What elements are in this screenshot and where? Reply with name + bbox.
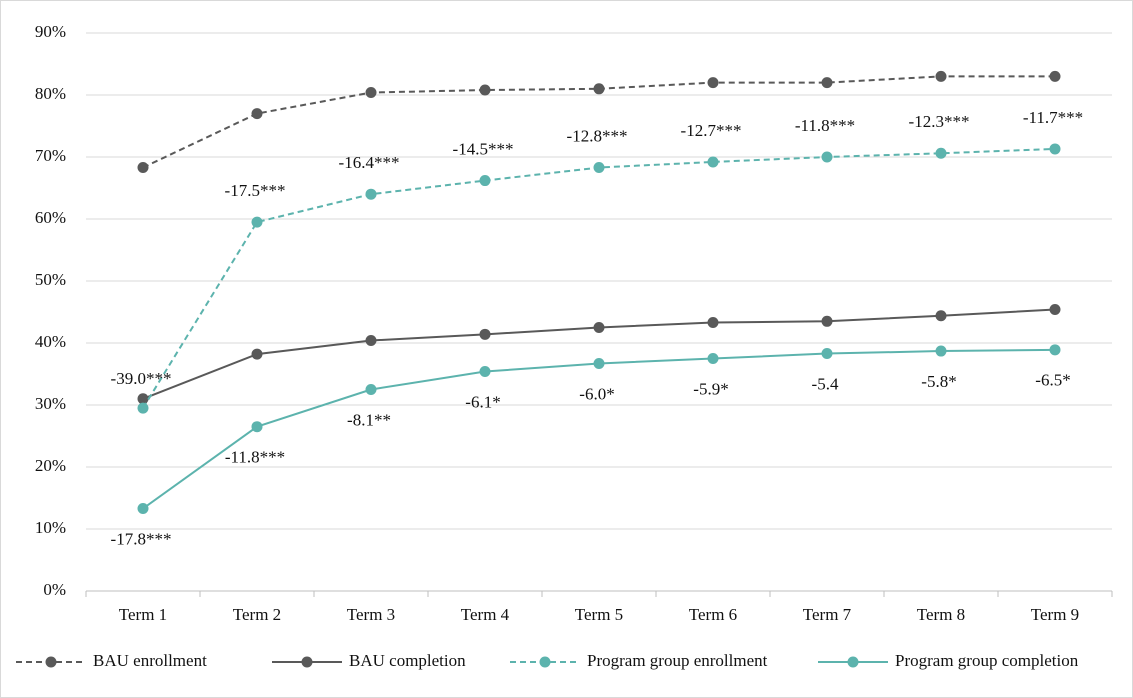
x-tick-label: Term 5 <box>575 605 623 624</box>
x-tick-label: Term 4 <box>461 605 510 624</box>
point <box>137 503 149 515</box>
annotation: -5.9* <box>693 379 728 398</box>
point <box>479 84 491 96</box>
y-tick-label: 40% <box>35 332 66 351</box>
point <box>821 348 833 360</box>
annotation: -14.5*** <box>453 139 514 158</box>
point <box>1049 304 1061 316</box>
annotation: -6.0* <box>579 384 614 403</box>
y-tick-label: 80% <box>35 84 66 103</box>
x-tick-label: Term 3 <box>347 605 395 624</box>
x-tick-label: Term 9 <box>1031 605 1079 624</box>
point <box>593 322 605 333</box>
annotation: -16.4*** <box>339 153 400 172</box>
point <box>137 162 149 174</box>
annotation: -11.8*** <box>225 448 285 467</box>
point <box>707 156 719 168</box>
annotation: -5.8* <box>921 372 956 391</box>
annotation: -6.1* <box>465 392 500 411</box>
point <box>707 317 719 329</box>
legend-marker <box>45 656 57 668</box>
legend-marker <box>847 656 859 668</box>
point <box>479 328 491 340</box>
point <box>593 357 605 369</box>
point <box>821 315 833 327</box>
y-tick-label: 20% <box>35 456 66 475</box>
point <box>365 188 377 200</box>
annotation: -12.3*** <box>909 112 970 131</box>
annotation: -6.5* <box>1035 371 1070 390</box>
y-tick-label: 90% <box>35 22 66 41</box>
point <box>707 77 719 89</box>
point <box>251 421 263 433</box>
point <box>935 70 947 82</box>
y-tick-label: 50% <box>35 270 66 289</box>
legend-label: Program group completion <box>895 651 1079 670</box>
point <box>251 108 263 120</box>
annotation: -17.5*** <box>225 181 286 200</box>
point <box>137 393 149 405</box>
point <box>1049 344 1061 356</box>
point <box>593 83 605 95</box>
annotation: -12.7*** <box>681 121 742 140</box>
point <box>479 175 491 187</box>
point <box>935 345 947 357</box>
annotation: -17.8*** <box>111 529 172 548</box>
point <box>1049 70 1061 82</box>
point <box>365 335 377 347</box>
point <box>479 366 491 378</box>
legend-marker <box>539 656 551 668</box>
annotation: -39.0*** <box>111 369 172 388</box>
point <box>935 147 947 159</box>
annotation: -5.4 <box>812 374 839 393</box>
x-tick-label: Term 8 <box>917 605 965 624</box>
legend-marker <box>301 656 313 668</box>
legend-label: Program group enrollment <box>587 651 768 670</box>
x-tick-label: Term 1 <box>119 605 167 624</box>
x-tick-label: Term 7 <box>803 605 852 624</box>
point <box>593 162 605 174</box>
point <box>137 402 149 414</box>
point <box>365 87 377 99</box>
y-tick-label: 70% <box>35 146 66 165</box>
annotation: -12.8*** <box>567 126 628 145</box>
x-tick-label: Term 6 <box>689 605 737 624</box>
y-tick-label: 10% <box>35 518 66 537</box>
point <box>707 353 719 364</box>
annotation: -11.8*** <box>795 116 855 135</box>
y-tick-label: 0% <box>43 580 66 599</box>
point <box>251 348 263 360</box>
y-tick-label: 60% <box>35 208 66 227</box>
annotation: -11.7*** <box>1023 108 1083 127</box>
legend-label: BAU enrollment <box>93 651 207 670</box>
point <box>251 216 263 228</box>
point <box>365 384 377 395</box>
y-tick-label: 30% <box>35 394 66 413</box>
legend-label: BAU completion <box>349 651 466 670</box>
x-tick-label: Term 2 <box>233 605 281 624</box>
point <box>1049 143 1061 155</box>
point <box>935 310 947 322</box>
point <box>821 77 833 89</box>
annotation: -8.1** <box>347 410 391 429</box>
point <box>821 151 833 163</box>
